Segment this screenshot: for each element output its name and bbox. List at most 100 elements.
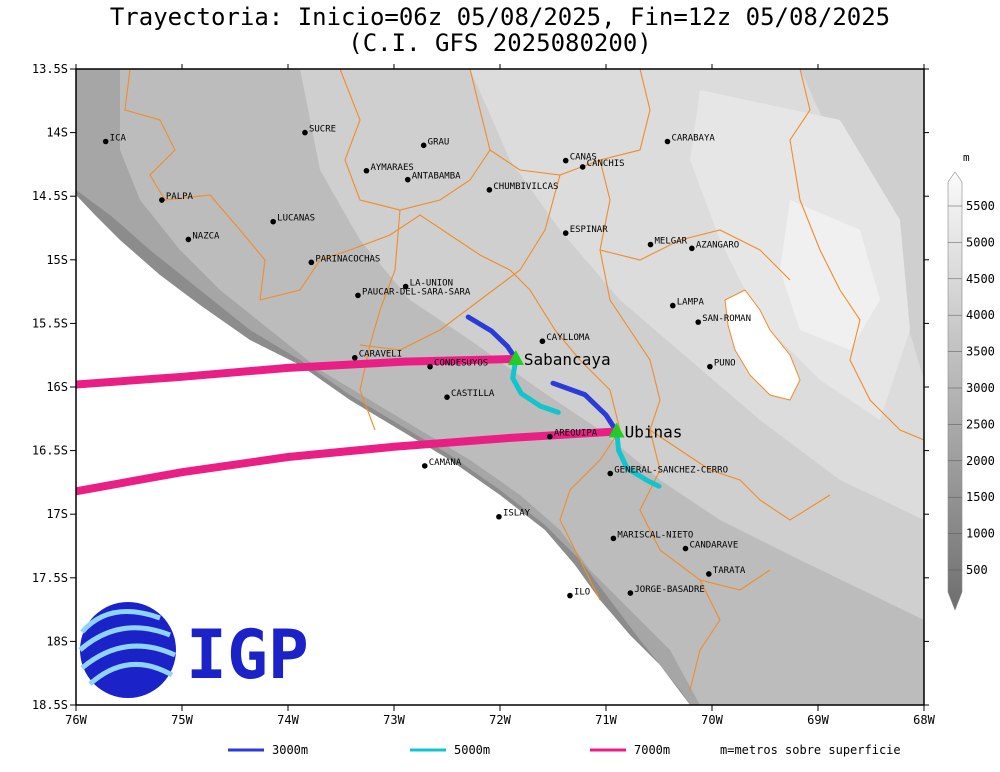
y-tick-label: 15.5S [32, 316, 68, 330]
place-la-union: LA-UNION [402, 279, 453, 290]
place-marker [427, 363, 433, 370]
place-label: ICA [110, 134, 127, 144]
place-marker [562, 157, 569, 164]
place-label: SUCRE [309, 125, 336, 135]
colorbar-label: 5000 [966, 235, 995, 249]
place-label: CASTILLA [451, 389, 495, 399]
place-marker [102, 138, 109, 145]
place-marker [351, 354, 358, 361]
place-marker [421, 463, 428, 469]
place-marker [627, 590, 634, 596]
place-label: ILO [574, 588, 590, 598]
x-tick-label: 69W [807, 713, 829, 727]
place-palpa: PALPA [159, 192, 194, 203]
place-marker [363, 167, 370, 174]
place-label: LAMPA [677, 298, 705, 308]
y-tick-label: 17.5S [32, 571, 68, 585]
colorbar-label: 2500 [966, 417, 995, 431]
trajectory-ubinas-3000m [550, 380, 620, 434]
place-camana: CAMANA [421, 458, 462, 469]
place-espinar: ESPINAR [562, 225, 608, 236]
place-candarave: CANDARAVE [682, 541, 739, 552]
place-label: PALPA [166, 192, 194, 202]
place-grau: GRAU [420, 137, 449, 149]
place-label: PARINACOCHAS [315, 254, 380, 264]
place-label: JORGE-BASADRE [634, 585, 704, 595]
legend-note: m=metros sobre superficie [720, 743, 901, 757]
trajectory-sabancaya-7000m [76, 355, 520, 389]
place-caraveli: CARAVELI [351, 350, 402, 361]
place-caylloma: CAYLLOMA [539, 333, 590, 345]
place-marker [404, 176, 411, 183]
place-ica: ICA [102, 134, 127, 145]
place-aymaraes: AYMARAES [363, 163, 414, 174]
place-marker [159, 197, 165, 203]
place-marker [689, 245, 695, 252]
place-label: CANDARAVE [690, 541, 739, 551]
trajectory-ubinas-5000m [614, 429, 662, 489]
volcano-label: Sabancaya [524, 350, 611, 369]
x-tick-label: 74W [277, 713, 299, 727]
place-label: GENERAL-SANCHEZ-CERRO [614, 465, 728, 475]
trajectory-legend: 3000m 5000m 7000m m=metros sobre superficie [228, 743, 901, 757]
place-label: LA-UNION [410, 279, 453, 289]
place-label: SAN-ROMAN [702, 314, 751, 324]
place-marker [402, 283, 409, 290]
volcano-sabancaya: Sabancaya [507, 350, 611, 369]
place-condesuyos: CONDESUYOS [427, 359, 488, 370]
y-tick-label: 13.5S [32, 62, 68, 76]
place-label: AYMARAES [370, 163, 413, 173]
place-nazca: NAZCA [185, 231, 220, 243]
place-islay: ISLAY [496, 509, 531, 520]
volcano-triangle-icon [608, 422, 625, 438]
map-frame [75, 68, 925, 706]
y-tick-label: 16.5S [32, 444, 68, 458]
chart-subtitle: (C.I. GFS 2025080200) [348, 29, 652, 57]
terrain-shading [76, 69, 924, 705]
trajectory-ubinas-7000m [76, 427, 621, 496]
place-marker [664, 138, 671, 145]
place-marker [355, 292, 361, 299]
place-marker [695, 319, 702, 325]
place-label: CONDESUYOS [434, 359, 488, 369]
colorbar-label: 1000 [966, 527, 995, 541]
y-tick-label: 14.5S [32, 189, 68, 203]
trajectory-layer [76, 314, 662, 496]
place-label: CAYLLOMA [546, 333, 590, 343]
place-marker [647, 241, 654, 248]
place-chumbivilcas: CHUMBIVILCAS [486, 182, 558, 193]
place-mariscal-nieto: MARISCAL-NIETO [610, 530, 693, 542]
volcano-ubinas: Ubinas [608, 422, 683, 442]
place-marker [444, 394, 450, 400]
place-jorge-basadre: JORGE-BASADRE [627, 585, 705, 596]
province-borders [124, 69, 924, 691]
y-tick-label: 16S [46, 380, 68, 394]
place-marker [707, 363, 713, 370]
place-marker [420, 142, 427, 149]
place-label: MELGAR [655, 237, 688, 247]
place-marker [579, 164, 586, 170]
place-marker [486, 187, 493, 193]
place-label: ISLAY [503, 509, 531, 519]
place-san-roman: SAN-ROMAN [695, 314, 751, 325]
x-tick-label: 76W [65, 713, 87, 727]
place-marker [567, 592, 573, 599]
y-tick-label: 18S [46, 634, 68, 648]
x-tick-label: 75W [171, 713, 193, 727]
elevation-colorbar: m 5500 5000 4500 4000 3500 3000 2500 2000 1500 10… [947, 151, 995, 611]
legend-label: 7000m [634, 743, 670, 757]
place-azangaro: AZANGARO [689, 240, 739, 252]
place-label: CAMANA [429, 458, 462, 468]
volcano-triangle-icon [507, 350, 524, 366]
y-tick-label: 17S [46, 507, 68, 521]
place-sucre: SUCRE [302, 125, 336, 136]
volcano-layer: Sabancaya Ubinas [507, 350, 683, 442]
place-parinacochas: PARINACOCHAS [308, 254, 380, 266]
volcano-label: Ubinas [625, 423, 683, 442]
place-marker [607, 470, 614, 477]
place-carabaya: CARABAYA [664, 134, 715, 145]
colorbar-label: 3500 [966, 345, 995, 359]
x-tick-label: 68W [913, 713, 935, 727]
place-tarata: TARATA [706, 566, 746, 577]
place-label: PUNO [714, 359, 736, 369]
